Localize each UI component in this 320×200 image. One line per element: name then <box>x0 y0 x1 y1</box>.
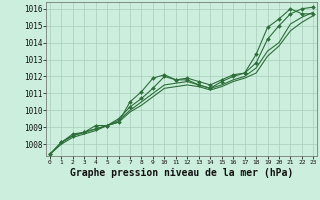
X-axis label: Graphe pression niveau de la mer (hPa): Graphe pression niveau de la mer (hPa) <box>70 168 293 178</box>
